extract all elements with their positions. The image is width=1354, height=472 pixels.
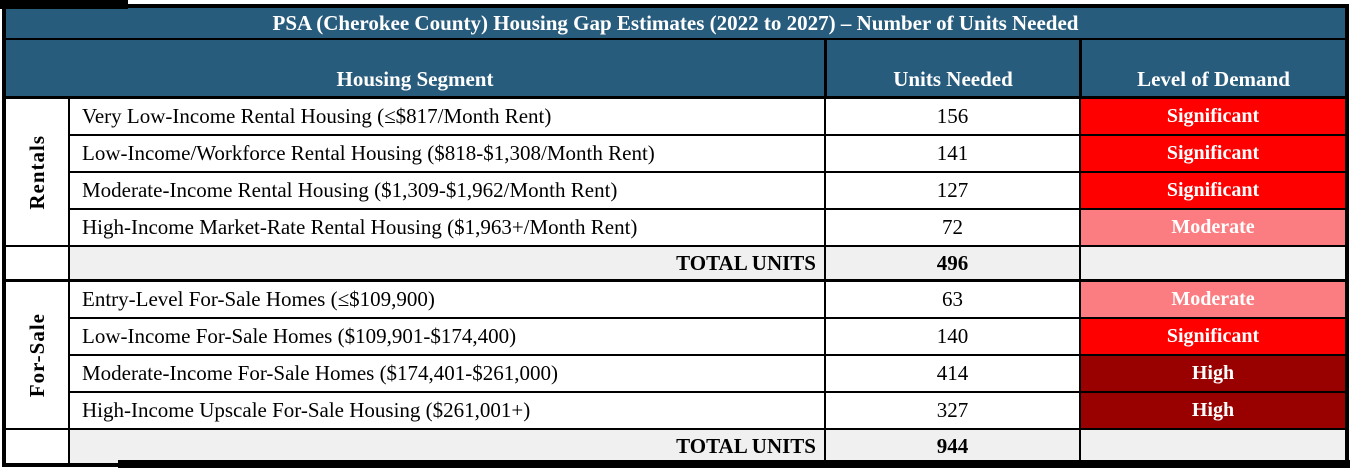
segment-cell: High-Income Upscale For-Sale Housing ($2… (70, 393, 824, 428)
demand-badge: Significant (1079, 136, 1345, 171)
section-for-sale: For-Sale Entry-Level For-Sale Homes (≤$1… (6, 279, 1345, 428)
total-row-spacer-cell (6, 247, 70, 279)
border-artifact-bottom (118, 460, 1350, 468)
demand-badge: Moderate (1079, 282, 1345, 317)
demand-badge: Significant (1079, 173, 1345, 208)
table-row: Entry-Level For-Sale Homes (≤$109,900) 6… (70, 282, 1345, 319)
column-header-level-of-demand: Level of Demand (1079, 40, 1345, 96)
table-row: Low-Income/Workforce Rental Housing ($81… (70, 136, 1345, 173)
segment-cell: Low-Income For-Sale Homes ($109,901-$174… (70, 319, 824, 354)
units-cell: 327 (824, 393, 1079, 428)
table-row: Very Low-Income Rental Housing (≤$817/Mo… (70, 99, 1345, 136)
demand-badge: High (1079, 356, 1345, 391)
table-row: Low-Income For-Sale Homes ($109,901-$174… (70, 319, 1345, 356)
table-row: High-Income Market-Rate Rental Housing (… (70, 210, 1345, 245)
demand-badge: Significant (1079, 319, 1345, 354)
units-cell: 63 (824, 282, 1079, 317)
column-header-units-needed: Units Needed (824, 40, 1079, 96)
segment-cell: Low-Income/Workforce Rental Housing ($81… (70, 136, 824, 171)
segment-cell: Moderate-Income For-Sale Homes ($174,401… (70, 356, 824, 391)
total-units-value: 496 (824, 247, 1079, 279)
rentals-rows: Very Low-Income Rental Housing (≤$817/Mo… (70, 99, 1345, 245)
section-label-for-sale: For-Sale (24, 312, 49, 398)
section-label-cell-rentals: Rentals (6, 99, 70, 245)
units-cell: 414 (824, 356, 1079, 391)
column-header-row: Housing Segment Units Needed Level of De… (6, 40, 1345, 99)
border-artifact-top-left (0, 0, 128, 9)
units-cell: 156 (824, 99, 1079, 134)
total-row-demand-cell (1079, 247, 1345, 279)
units-cell: 72 (824, 210, 1079, 245)
segment-cell: Very Low-Income Rental Housing (≤$817/Mo… (70, 99, 824, 134)
units-cell: 141 (824, 136, 1079, 171)
demand-badge: High (1079, 393, 1345, 428)
demand-badge: Moderate (1079, 210, 1345, 245)
segment-cell: High-Income Market-Rate Rental Housing (… (70, 210, 824, 245)
for-sale-rows: Entry-Level For-Sale Homes (≤$109,900) 6… (70, 282, 1345, 428)
total-row-demand-cell (1079, 430, 1345, 463)
column-header-housing-segment: Housing Segment (336, 67, 494, 91)
section-rentals: Rentals Very Low-Income Rental Housing (… (6, 99, 1345, 245)
segment-cell: Entry-Level For-Sale Homes (≤$109,900) (70, 282, 824, 317)
total-units-label: TOTAL UNITS (70, 430, 824, 463)
total-units-label: TOTAL UNITS (70, 247, 824, 279)
total-row-spacer-cell (6, 430, 70, 463)
units-cell: 140 (824, 319, 1079, 354)
housing-gap-table: PSA (Cherokee County) Housing Gap Estima… (2, 4, 1349, 467)
table-row: High-Income Upscale For-Sale Housing ($2… (70, 393, 1345, 428)
section-label-rentals: Rentals (24, 134, 49, 210)
demand-badge: Significant (1079, 99, 1345, 134)
units-cell: 127 (824, 173, 1079, 208)
table-row: Moderate-Income Rental Housing ($1,309-$… (70, 173, 1345, 210)
section-label-cell-for-sale: For-Sale (6, 282, 70, 428)
total-units-value: 944 (824, 430, 1079, 463)
table-row: Moderate-Income For-Sale Homes ($174,401… (70, 356, 1345, 393)
rentals-total-row: TOTAL UNITS 496 (6, 245, 1345, 279)
segment-cell: Moderate-Income Rental Housing ($1,309-$… (70, 173, 824, 208)
table-title: PSA (Cherokee County) Housing Gap Estima… (6, 8, 1345, 40)
for-sale-total-row: TOTAL UNITS 944 (6, 428, 1345, 463)
